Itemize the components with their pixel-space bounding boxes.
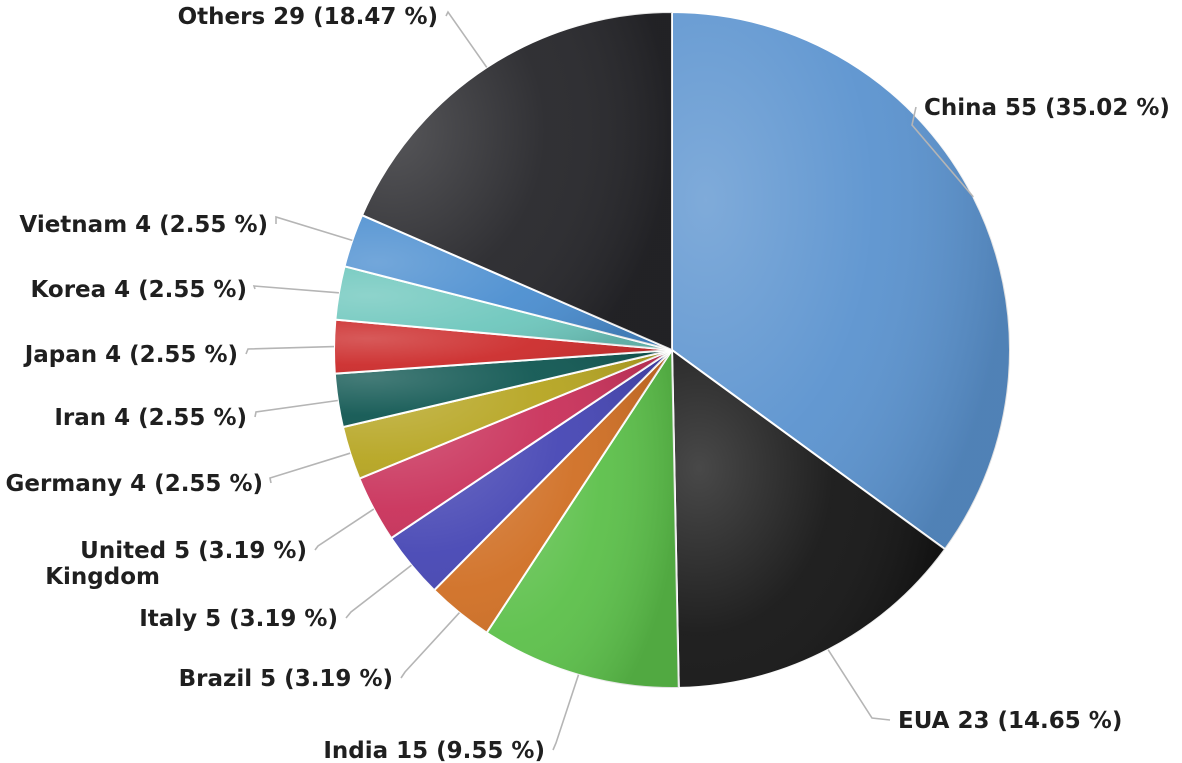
data-label-italy: Italy 5 (3.19 %) bbox=[139, 606, 338, 632]
label-connector-germany bbox=[269, 452, 351, 484]
label-connector-italy bbox=[345, 564, 412, 619]
label-connector-japan bbox=[245, 345, 335, 355]
data-label-others: Others 29 (18.47 %) bbox=[178, 4, 438, 30]
label-connector-brazil bbox=[400, 612, 460, 679]
data-label-germany: Germany 4 (2.55 %) bbox=[5, 471, 263, 497]
label-connector-china bbox=[911, 106, 974, 198]
label-connector-iran bbox=[254, 399, 338, 418]
label-connector-eua bbox=[827, 649, 891, 721]
data-label-brazil: Brazil 5 (3.19 %) bbox=[179, 666, 393, 692]
label-connector-india bbox=[552, 674, 580, 751]
data-label-vietnam: Vietnam 4 (2.55 %) bbox=[19, 212, 268, 238]
data-label-eua: EUA 23 (14.65 %) bbox=[898, 708, 1122, 734]
label-connector-vietnam bbox=[275, 215, 353, 242]
data-label-united-kingdom: United 5 (3.19 %) Kingdom bbox=[45, 538, 307, 590]
data-label-iran: Iran 4 (2.55 %) bbox=[54, 405, 247, 431]
label-connector-others bbox=[445, 10, 488, 68]
label-connector-united-kingdom bbox=[314, 508, 375, 551]
label-connector-korea bbox=[252, 285, 339, 294]
data-label-korea: Korea 4 (2.55 %) bbox=[30, 277, 247, 303]
data-label-china: China 55 (35.02 %) bbox=[924, 95, 1170, 121]
data-label-japan: Japan 4 (2.55 %) bbox=[23, 342, 238, 368]
data-label-india: India 15 (9.55 %) bbox=[323, 738, 545, 763]
